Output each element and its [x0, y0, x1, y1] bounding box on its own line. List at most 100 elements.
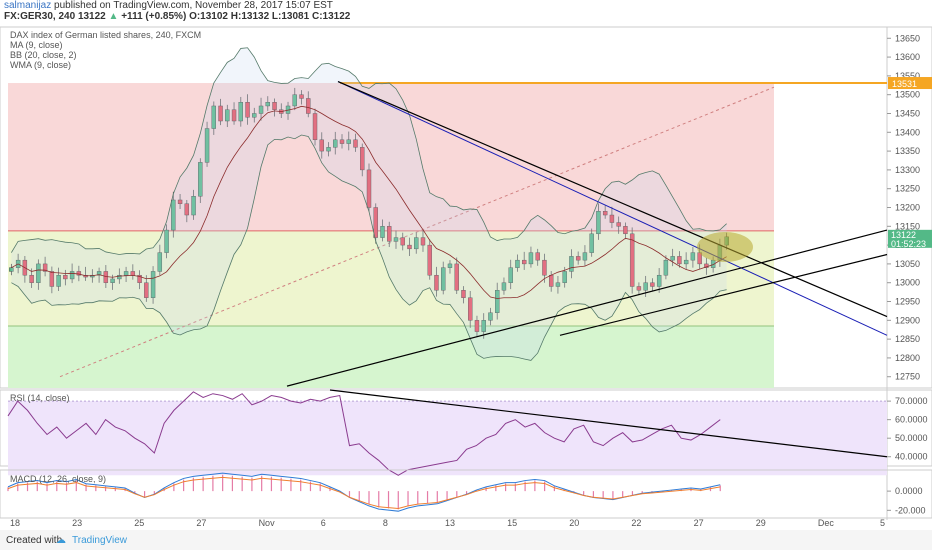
y-tick-label: 13450 — [895, 108, 920, 118]
candle — [380, 226, 385, 238]
candle — [76, 271, 82, 276]
candle — [542, 259, 547, 276]
y-tick-label: 13400 — [895, 127, 920, 137]
x-tick-label: 6 — [321, 518, 326, 528]
y-tick-label: 13000 — [895, 278, 920, 288]
candle — [501, 282, 507, 291]
candle — [656, 274, 662, 287]
y-tick-label: 13350 — [895, 146, 920, 156]
x-tick-label: 5 — [880, 518, 885, 528]
indicator-legend: DAX index of German listed shares, 240, … — [10, 30, 201, 70]
candle — [488, 312, 493, 321]
candle — [650, 282, 655, 287]
x-tick-label: 18 — [10, 518, 20, 528]
candle — [204, 128, 210, 163]
candle — [677, 256, 682, 265]
candle — [508, 267, 513, 283]
candle — [238, 102, 243, 122]
macd-signal-line — [7, 476, 721, 510]
candle — [474, 320, 480, 332]
candle — [636, 286, 642, 291]
candle — [245, 102, 250, 118]
chart-canvas[interactable]: 1275012800128501290012950130001305013100… — [0, 0, 932, 530]
candle — [211, 105, 217, 129]
publish-header: salmanijaz published on TradingView.com,… — [4, 0, 333, 11]
candle — [495, 290, 500, 313]
rsi-tick-label: 50.0000 — [895, 433, 928, 443]
candle — [292, 94, 297, 107]
candle — [56, 274, 61, 287]
candle — [150, 271, 156, 298]
open-label: O: — [189, 11, 201, 22]
y-tick-label: 13300 — [895, 165, 920, 175]
candle — [589, 233, 594, 253]
candle — [312, 113, 318, 141]
candle — [521, 259, 527, 265]
close-value: 13122 — [322, 11, 351, 22]
candle — [663, 259, 669, 276]
trendline-up-1 — [286, 229, 888, 387]
candle — [420, 237, 426, 246]
candle — [333, 139, 338, 148]
close-label: C: — [311, 11, 323, 22]
rsi-tick-label: 70.0000 — [895, 396, 928, 406]
publish-info: published on TradingView.com, November 2… — [54, 0, 333, 11]
x-tick-label: Nov — [259, 518, 276, 528]
bollinger-lower — [11, 134, 727, 361]
y-tick-label: 12750 — [895, 372, 920, 382]
candle — [616, 222, 621, 227]
candle — [569, 256, 574, 272]
candle — [670, 256, 675, 261]
candle — [704, 263, 709, 268]
high-label: H: — [230, 11, 242, 22]
rsi-tick-label: 60.0000 — [895, 415, 928, 425]
candle — [319, 139, 324, 152]
last-price-label: 13122 — [891, 230, 916, 240]
candle — [528, 252, 534, 265]
trendline-blue — [337, 81, 888, 336]
bollinger-fill — [11, 47, 727, 361]
moving-average — [11, 105, 727, 299]
bollinger-upper — [11, 47, 727, 255]
candle — [683, 259, 689, 265]
y-tick-label: 13150 — [895, 221, 920, 231]
candle — [69, 271, 75, 280]
candle — [609, 214, 615, 223]
rsi-trendline — [329, 389, 888, 458]
legend-main: DAX index of German listed shares, 240, … — [10, 30, 202, 40]
x-tick-label: 22 — [631, 518, 641, 528]
x-tick-label: 27 — [196, 518, 206, 528]
fib-zone-upper — [8, 83, 774, 231]
price-change: +111 (+0.85%) — [121, 11, 187, 22]
fib-zone-middle — [8, 230, 774, 326]
trendline-up-2 — [559, 253, 888, 336]
candle — [164, 229, 169, 253]
x-tick-label: 25 — [134, 518, 144, 528]
legend-bb: BB (20, close, 2) — [10, 50, 77, 60]
candle — [555, 282, 561, 287]
y-tick-label: 12800 — [895, 353, 920, 363]
candle — [231, 109, 237, 122]
author-link[interactable]: salmanijaz — [4, 0, 52, 11]
open-value: 13102 — [200, 11, 228, 22]
candle — [643, 282, 648, 291]
candle — [157, 252, 163, 272]
candle — [407, 244, 412, 250]
rsi-band — [8, 401, 887, 476]
candle — [110, 278, 115, 283]
candle — [535, 252, 540, 261]
candle — [42, 263, 48, 272]
candle — [299, 94, 304, 99]
candle — [258, 105, 264, 114]
candle — [441, 267, 446, 291]
footer-brand[interactable]: TradingView — [72, 535, 128, 546]
candle — [29, 274, 34, 283]
candle — [360, 147, 365, 171]
candle — [117, 274, 122, 280]
fib-zone-lower — [8, 325, 774, 388]
candle — [582, 252, 588, 261]
candle — [137, 274, 142, 283]
tradingview-logo-icon: ☁ — [56, 535, 66, 546]
candle — [346, 139, 351, 144]
x-tick-label: 20 — [569, 518, 579, 528]
